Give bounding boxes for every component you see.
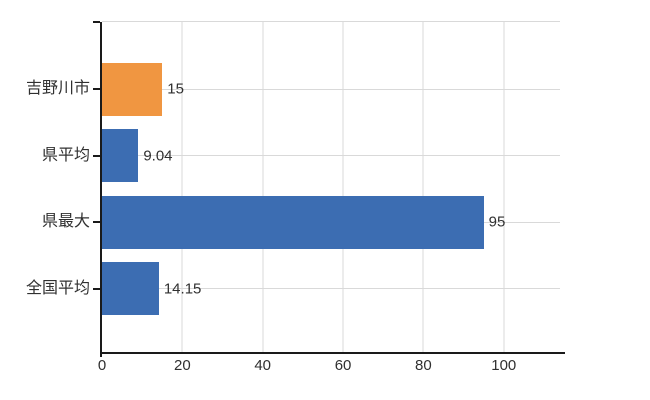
bar-吉野川市 (102, 62, 163, 116)
x-tick-label-0: 0 (97, 357, 107, 374)
x-axis-line (100, 352, 565, 354)
bar-value-label: 14.15 (163, 280, 202, 298)
x-tick-label-20: 20 (174, 357, 191, 374)
gridline-x-80 (422, 22, 424, 353)
bar-県最大 (102, 195, 484, 249)
gridline-category-1 (102, 88, 560, 90)
gridline-x-20 (181, 22, 183, 353)
bar-value-label: 15 (167, 80, 184, 98)
bar-value-label: 95 (488, 213, 506, 231)
bar-県平均 (102, 129, 139, 183)
bar-全国平均 (102, 262, 159, 316)
x-axis-tick-labels: 0 20 40 60 80 100 (98, 357, 560, 379)
plot-area: 吉野川市 15 県平均 9.04 県最大 95 全国平均 14.15 (26, 21, 565, 357)
x-tick-label-60: 60 (334, 357, 352, 374)
category-label: 県平均 (41, 146, 90, 164)
x-tick-label-80: 80 (415, 357, 432, 374)
gridline-x-60 (342, 22, 344, 353)
x-tick-label-40: 40 (254, 357, 272, 374)
y-axis-tick (93, 287, 100, 290)
gridline-x-100 (503, 22, 505, 353)
category-label: 吉野川市 (25, 80, 90, 98)
bar-value-label: 9.04 (143, 147, 173, 165)
y-axis-tick (93, 221, 100, 224)
y-axis-top-tick (93, 21, 100, 23)
category-label: 全国平均 (25, 279, 90, 297)
x-tick-label-100: 100 (491, 357, 517, 374)
y-axis-tick (93, 154, 100, 157)
y-axis-line (100, 22, 102, 357)
y-axis-tick (93, 88, 100, 91)
category-label: 県最大 (41, 213, 90, 231)
gridline-x-40 (262, 22, 264, 353)
gridline-category-4 (102, 288, 560, 290)
gridline-category-2 (102, 155, 560, 157)
